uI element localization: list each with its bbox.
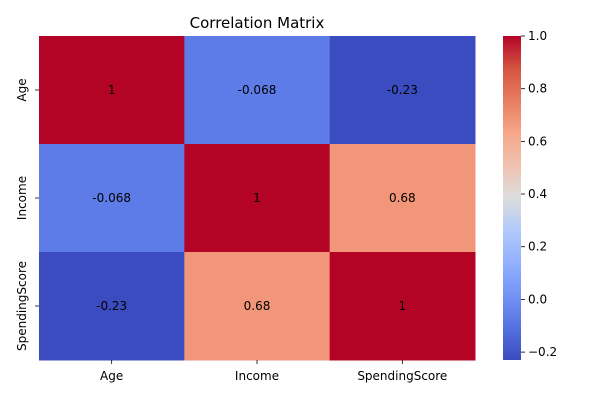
cell-annotation-r2-c1: 0.68 [244,299,271,313]
colorbar-tick-label: 0.8 [528,82,547,96]
y-tick-label: Age [15,78,29,101]
heatmap-cell-r2-c0 [39,252,185,361]
heatmap-annotations: 1 -0.068 -0.23 -0.068 1 0.68 -0.23 0.68 1 [92,83,418,313]
colorbar-tick-label: 0.6 [528,134,547,148]
x-tick-label: Age [100,369,123,383]
heatmap-cell-r0-c2 [329,36,476,145]
heatmap-cell-r1-c1 [184,144,331,253]
cell-annotation-r2-c2: 1 [399,299,407,313]
colorbar-tick-label: 0.0 [528,292,547,306]
x-axis: Age Income SpendingScore [100,360,447,383]
heatmap-cell-r1-c0 [39,144,185,253]
cell-annotation-r0-c2: -0.23 [387,83,418,97]
x-tick-label: Income [235,369,279,383]
heatmap-cell-r0-c1 [184,36,331,145]
cell-annotation-r1-c2: 0.68 [389,191,416,205]
cell-annotation-r1-c0: -0.068 [92,191,131,205]
chart-title: Correlation Matrix [190,14,325,32]
cell-annotation-r0-c1: -0.068 [238,83,277,97]
heatmap-cell-r0-c0 [39,36,185,145]
heatmap-cell-r2-c2 [329,252,476,361]
cell-annotation-r0-c0: 1 [108,83,116,97]
y-tick-label: SpendingScore [15,261,29,351]
colorbar-gradient [503,36,521,360]
heatmap-cell-r1-c2 [329,144,476,253]
colorbar-tick-label: 0.4 [528,187,547,201]
colorbar: −0.2 0.0 0.2 0.4 0.6 0.8 1.0 [503,29,557,360]
colorbar-tick-label: 0.2 [528,240,547,254]
cell-annotation-r1-c1: 1 [253,191,261,205]
y-axis: Age Income SpendingScore [15,78,39,351]
colorbar-tick-label: −0.2 [528,345,557,359]
colorbar-tick-label: 1.0 [528,29,547,43]
heatmap-cells [39,36,476,361]
x-tick-label: SpendingScore [357,369,447,383]
cell-annotation-r2-c0: -0.23 [96,299,127,313]
heatmap-cell-r2-c1 [184,252,331,361]
y-tick-label: Income [15,176,29,220]
